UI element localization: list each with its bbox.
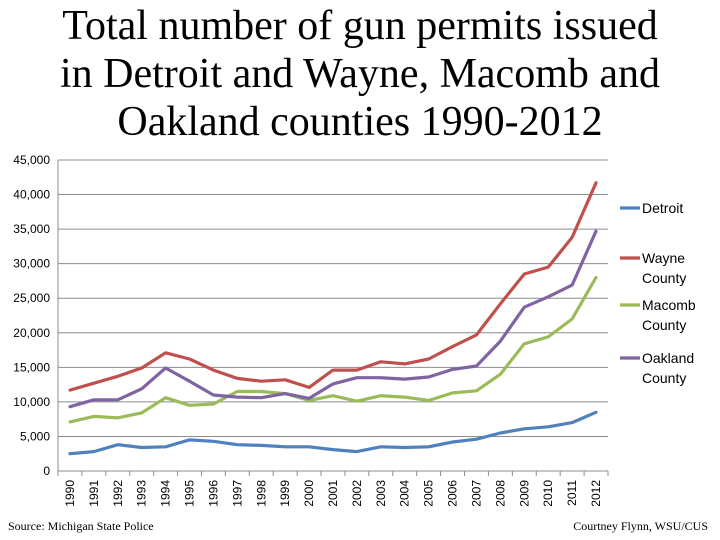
x-tick-label: 1996 <box>206 480 220 507</box>
x-tick-label: 2004 <box>398 480 412 507</box>
legend-label: Wayne County <box>642 250 686 286</box>
x-tick-label: 2001 <box>326 480 340 507</box>
x-tick-label: 2003 <box>374 480 388 507</box>
y-tick-label: 40,000 <box>13 188 50 202</box>
series-line-oakland-county <box>68 229 598 409</box>
series-line-wayne-county <box>68 181 598 392</box>
chart-title-line-2: in Detroit and Wayne, Macomb and <box>59 51 661 97</box>
y-tick-label: 20,000 <box>13 326 50 340</box>
x-tick-label: 2000 <box>302 480 316 507</box>
x-tick-label: 1990 <box>63 480 77 507</box>
y-tick-label: 45,000 <box>13 153 50 167</box>
credit-note: Courtney Flynn, WSU/CUS <box>573 519 708 533</box>
y-tick-label: 30,000 <box>13 257 50 271</box>
series-line-detroit <box>68 410 598 456</box>
x-tick-label: 1991 <box>87 480 101 507</box>
x-tick-label: 1997 <box>230 480 244 507</box>
y-tick-label: 5,000 <box>20 429 50 443</box>
legend-label: Oakland County <box>642 350 694 386</box>
x-tick-label: 1992 <box>111 480 125 507</box>
y-tick-label: 35,000 <box>13 222 50 236</box>
x-tick-label: 2008 <box>493 480 507 507</box>
x-tick-label: 2002 <box>350 480 364 507</box>
x-tick-label: 1995 <box>183 480 197 507</box>
x-tick-label: 2005 <box>422 480 436 507</box>
x-tick-label: 1998 <box>254 480 268 507</box>
x-tick-label: 2011 <box>565 480 579 506</box>
series-line-macomb-county <box>68 275 598 424</box>
x-tick-label: 1999 <box>278 480 292 507</box>
chart-title: Total number of gun permits issued in De… <box>0 2 720 146</box>
x-tick-label: 1993 <box>135 480 149 507</box>
chart-title-line-3: Oakland counties 1990-2012 <box>117 99 603 145</box>
y-tick-label: 0 <box>43 464 50 478</box>
x-tick-label: 2009 <box>517 480 531 507</box>
x-tick-label: 2007 <box>469 480 483 507</box>
x-tick-label: 1994 <box>159 480 173 507</box>
legend-label: Detroit <box>642 200 683 216</box>
x-tick-label: 2012 <box>589 480 603 507</box>
y-tick-label: 15,000 <box>13 360 50 374</box>
y-tick-label: 25,000 <box>13 291 50 305</box>
x-tick-label: 2006 <box>446 480 460 507</box>
chart-title-line-1: Total number of gun permits issued <box>62 3 658 49</box>
x-tick-label: 2010 <box>541 480 555 507</box>
legend-label: Macomb County <box>642 297 696 333</box>
y-tick-label: 10,000 <box>13 395 50 409</box>
source-note: Source: Michigan State Police <box>8 519 154 533</box>
